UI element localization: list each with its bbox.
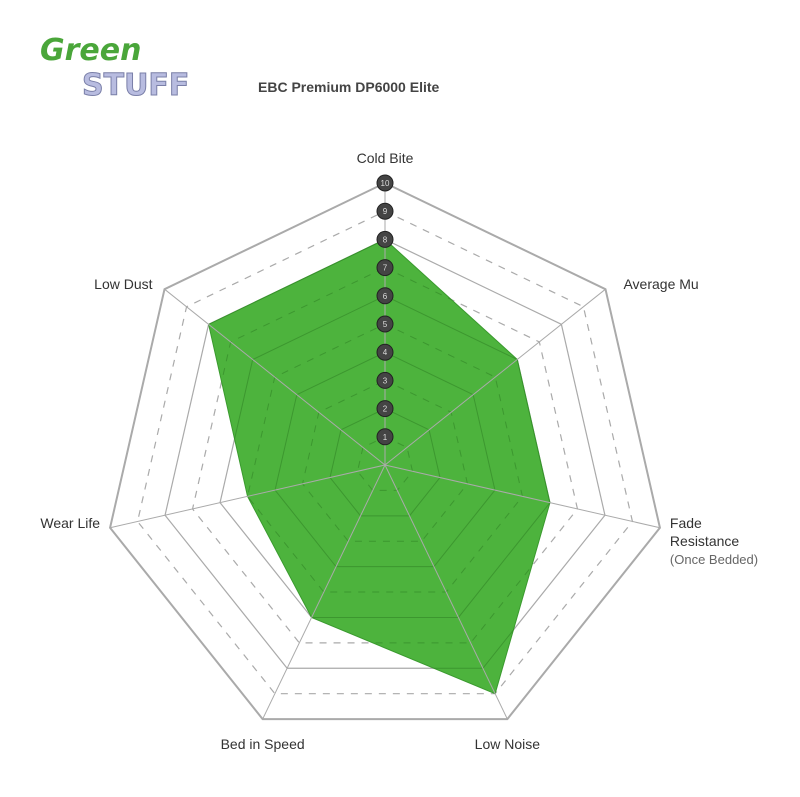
grid-ring-overlay-6 bbox=[219, 295, 550, 618]
axis-label-wear-life: Wear Life bbox=[40, 515, 100, 531]
axis-label-low-noise: Low Noise bbox=[475, 736, 541, 752]
scale-marker-2 bbox=[376, 400, 394, 418]
axis-label-cold-bite: Cold Bite bbox=[357, 150, 414, 166]
grid-ring-overlay-2 bbox=[329, 408, 441, 517]
scale-label-10: 10 bbox=[381, 179, 390, 188]
scale-marker-1 bbox=[376, 428, 394, 446]
grid-ring-8 bbox=[164, 238, 606, 669]
spoke-6 bbox=[164, 288, 386, 466]
scale-label-5: 5 bbox=[383, 320, 388, 329]
axis-label-bed-in-speed: Bed in Speed bbox=[221, 736, 305, 752]
scale-label-6: 6 bbox=[383, 292, 388, 301]
grid-ring-10 bbox=[108, 181, 662, 721]
scale-marker-8 bbox=[376, 230, 394, 248]
scale-marker-3 bbox=[376, 371, 394, 389]
grid-ring-overlay-3 bbox=[301, 379, 469, 542]
scale-marker-6 bbox=[376, 287, 394, 305]
scale-label-4: 4 bbox=[383, 348, 388, 357]
chart-title: EBC Premium DP6000 Elite bbox=[258, 79, 440, 95]
scale-label-9: 9 bbox=[383, 207, 388, 216]
grid-ring-overlay-1 bbox=[356, 436, 414, 491]
scale-marker-9 bbox=[376, 202, 394, 220]
scale-label-1: 1 bbox=[383, 433, 388, 442]
scale-marker-5 bbox=[376, 315, 394, 333]
spoke-2 bbox=[384, 464, 661, 529]
spoke-4 bbox=[262, 464, 386, 720]
scale-label-8: 8 bbox=[383, 235, 388, 244]
scale-label-2: 2 bbox=[383, 405, 388, 414]
logo-stuff-text: STUFF bbox=[82, 68, 189, 103]
spoke-1 bbox=[384, 288, 606, 466]
scale-label-7: 7 bbox=[383, 264, 388, 273]
spoke-5 bbox=[109, 464, 386, 529]
scale-label-3: 3 bbox=[383, 376, 388, 385]
spoke-3 bbox=[384, 464, 508, 720]
axis-sublabel: (Once Bedded) bbox=[670, 552, 758, 567]
grid-ring-overlay-5 bbox=[246, 323, 524, 593]
logo: Green STUFF bbox=[40, 33, 190, 104]
logo-green-text: Green bbox=[40, 33, 141, 68]
grid-ring-overlay-4 bbox=[274, 351, 496, 568]
axis-label-average-mu: Average Mu bbox=[623, 276, 698, 292]
grid-ring-9 bbox=[136, 210, 634, 695]
axis-label-fade-resistance: Fade Resistance (Once Bedded) bbox=[670, 515, 758, 567]
scale-marker-7 bbox=[376, 259, 394, 277]
scale-marker-4 bbox=[376, 343, 394, 361]
axis-label-low-dust: Low Dust bbox=[94, 276, 152, 292]
scale-marker-10 bbox=[376, 174, 394, 192]
